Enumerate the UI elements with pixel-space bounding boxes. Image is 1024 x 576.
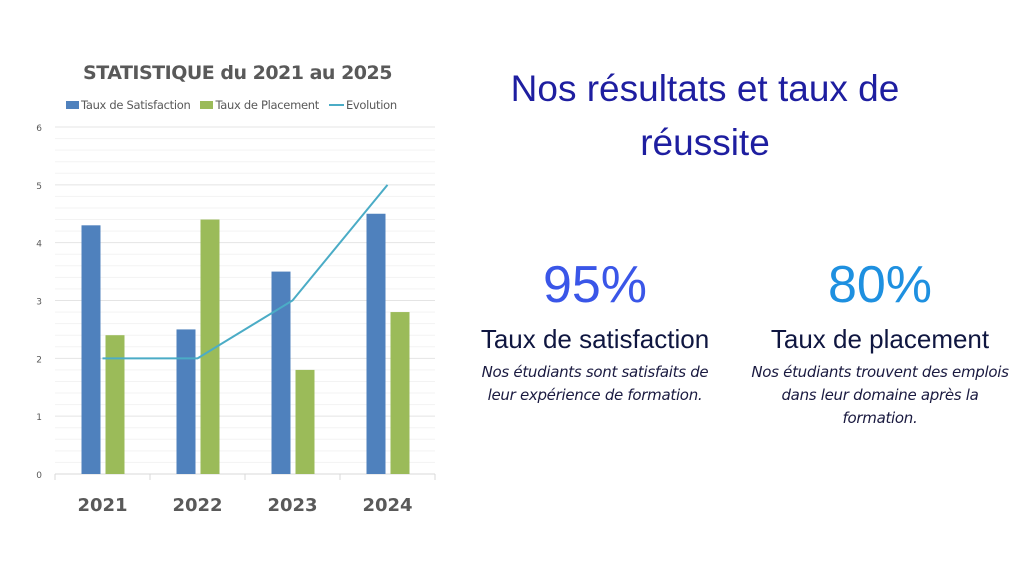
y-tick-label: 3 <box>36 298 42 308</box>
bar-taux-de-placement <box>390 312 410 474</box>
y-tick-label: 5 <box>36 182 42 192</box>
legend-swatch <box>200 101 214 109</box>
chart-title: STATISTIQUE du 2021 au 2025 <box>83 62 392 84</box>
stat-label: Taux de satisfaction <box>480 324 710 354</box>
bar-taux-de-satisfaction <box>271 271 291 474</box>
chart-legend: Taux de Satisfaction Taux de Placement E… <box>66 98 397 112</box>
stat-value: 80% <box>827 256 933 314</box>
y-tick-label: 1 <box>36 413 42 423</box>
stat-description: Nos étudiants trouvent des emplois dans … <box>751 363 1009 427</box>
stat-value: 95% <box>542 256 648 314</box>
bar-taux-de-placement <box>105 335 125 474</box>
legend-label: Taux de Placement <box>215 98 319 112</box>
chart-plot: 0 1 2 3 4 5 6 2021 2022 2023 2024 <box>36 124 436 516</box>
legend-swatch <box>66 101 79 109</box>
stat-description: Nos étudiants sont satisfaits de leur ex… <box>481 363 709 404</box>
stat-placement: 80% Taux de placement Nos étudiants trou… <box>735 255 1024 430</box>
stat-satisfaction: 95% Taux de satisfaction Nos étudiants s… <box>455 255 735 407</box>
legend-swatch <box>328 104 344 106</box>
legend-item-placement: Taux de Placement <box>200 98 319 112</box>
y-tick-label: 2 <box>36 355 42 365</box>
bar-taux-de-satisfaction <box>176 329 196 474</box>
bar-taux-de-placement <box>295 369 315 474</box>
stat-label: Taux de placement <box>770 324 990 354</box>
line-evolution <box>102 184 389 360</box>
y-tick-label: 0 <box>36 471 42 481</box>
legend-item-satisfaction: Taux de Satisfaction <box>66 98 191 112</box>
bar-taux-de-placement <box>200 219 220 474</box>
x-tick-label: 2021 <box>77 495 127 516</box>
legend-item-evolution: Evolution <box>328 98 397 112</box>
x-tick-label: 2024 <box>362 495 412 516</box>
y-tick-label: 4 <box>36 240 42 250</box>
legend-label: Evolution <box>345 98 397 112</box>
x-tick-label: 2022 <box>172 495 222 516</box>
bar-taux-de-satisfaction <box>81 225 101 474</box>
page-title: Nos résultats et taux de réussite <box>510 68 900 163</box>
bar-taux-de-satisfaction <box>366 213 386 474</box>
legend-label: Taux de Satisfaction <box>81 98 191 112</box>
y-tick-label: 6 <box>36 124 42 134</box>
x-tick-label: 2023 <box>267 495 317 516</box>
